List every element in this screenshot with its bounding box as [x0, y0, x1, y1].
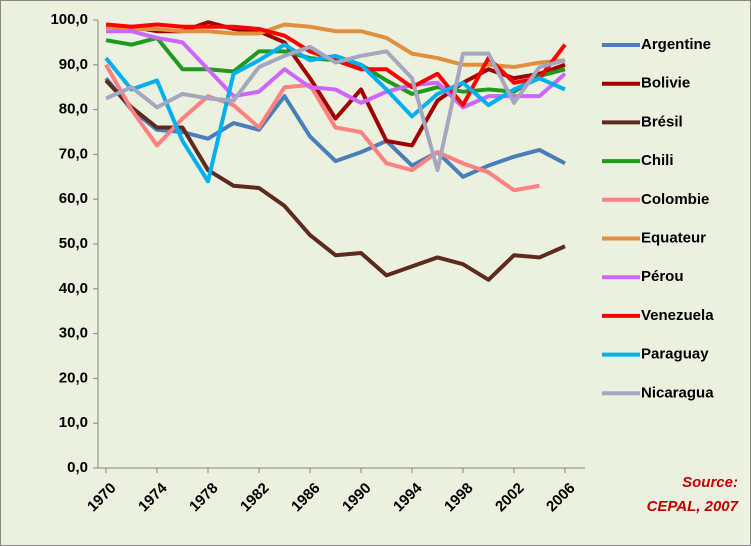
- legend-label: Argentine: [641, 36, 711, 53]
- y-tick-label: 10,0: [59, 414, 88, 431]
- source: Source:: [682, 474, 738, 491]
- series-line: [104, 63, 540, 193]
- y-tick-label: 30,0: [59, 325, 88, 342]
- legend-label: Paraguay: [641, 346, 709, 363]
- y-tick-label: 90,0: [59, 56, 88, 73]
- series-line: [106, 29, 567, 110]
- y-tick-label: 100,0: [50, 11, 88, 28]
- series-line: [105, 22, 566, 70]
- y-tick-label: 0,0: [67, 459, 88, 476]
- series-line: [105, 44, 566, 173]
- series-line: [104, 76, 566, 179]
- y-tick-label: 60,0: [59, 190, 88, 207]
- legend-label: Pérou: [641, 268, 684, 285]
- y-tick-label: 70,0: [59, 145, 88, 162]
- y-tick-label: 20,0: [59, 369, 88, 386]
- y-tick-label: 40,0: [59, 280, 88, 297]
- source: CEPAL, 2007: [647, 498, 739, 515]
- legend-label: Chili: [641, 152, 674, 169]
- legend-label: Brésil: [641, 113, 683, 130]
- legend-label: Bolivie: [641, 75, 690, 92]
- legend-label: Equateur: [641, 229, 706, 246]
- series-line: [104, 42, 566, 184]
- legend-label: Venezuela: [641, 307, 714, 324]
- y-tick-label: 80,0: [59, 101, 88, 118]
- y-tick-label: 50,0: [59, 235, 88, 252]
- legend-label: Nicaragua: [641, 384, 714, 401]
- series-line: [104, 79, 566, 282]
- legend-label: Colombie: [641, 191, 709, 208]
